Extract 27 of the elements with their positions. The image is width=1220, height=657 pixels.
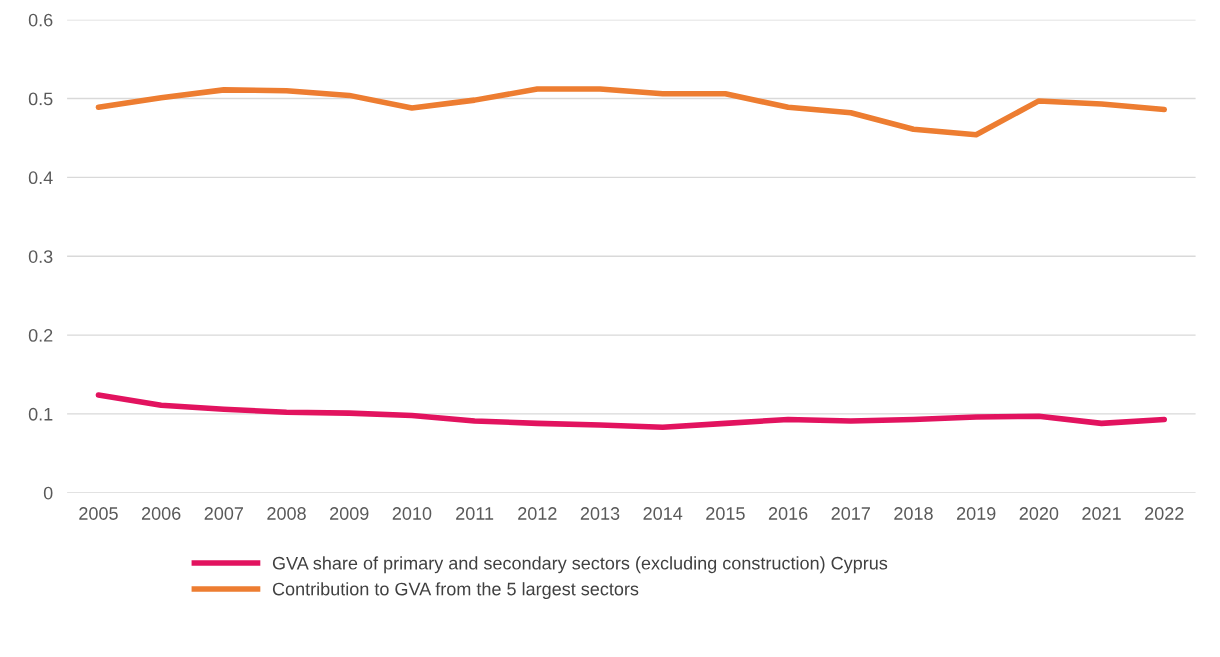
x-tick-label: 2010: [392, 507, 432, 520]
y-tick-label: 0: [43, 486, 53, 500]
y-tick-label: 0.3: [28, 250, 53, 263]
x-tick-label: 2015: [706, 507, 745, 520]
x-tick-label: 2009: [330, 507, 369, 520]
x-tick-label: 2013: [580, 507, 620, 520]
legend-label: Contribution to GVA from the 5 largest sectors: [272, 582, 639, 599]
y-tick-label: 0.2: [28, 329, 53, 342]
x-tick-label: 2008: [267, 507, 306, 520]
y-tick-label: 0.6: [28, 13, 53, 27]
x-tick-label: 2020: [1019, 507, 1059, 520]
x-tick-label: 2017: [831, 507, 870, 520]
x-tick-label: 2011: [456, 507, 494, 520]
x-tick-label: 2016: [768, 507, 808, 520]
x-tick-label: 2012: [518, 507, 557, 520]
x-tick-label: 2019: [957, 507, 996, 520]
x-tick-label: 2018: [894, 507, 933, 520]
y-tick-label: 0.1: [28, 407, 53, 421]
x-tick-label: 2007: [204, 507, 244, 520]
x-tick-label: 2014: [643, 507, 683, 520]
y-tick-label: 0.4: [28, 171, 53, 185]
x-tick-label: 2006: [141, 507, 181, 520]
x-tick-label: 2005: [79, 507, 118, 520]
x-tick-label: 2022: [1145, 507, 1184, 520]
x-tick-label: 2021: [1082, 507, 1121, 520]
y-tick-label: 0.5: [28, 92, 53, 106]
legend-label: GVA share of primary and secondary sectors (excluding construction) Cyprus: [272, 556, 888, 574]
